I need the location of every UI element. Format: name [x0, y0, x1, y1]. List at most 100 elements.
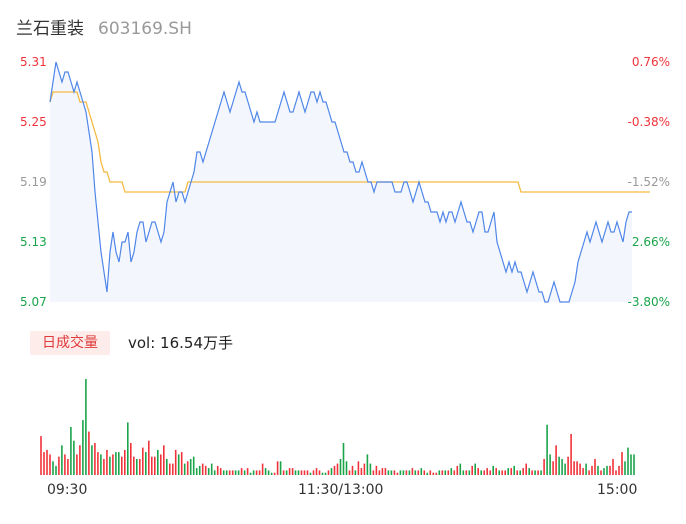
volume-bar [73, 440, 75, 475]
volume-bar [405, 470, 408, 475]
volume-bar [531, 470, 533, 475]
volume-bar [438, 470, 441, 475]
y-right-tick: 0.76% [631, 55, 670, 69]
volume-bar [100, 454, 102, 475]
volume-bar [106, 449, 108, 475]
volume-bar [246, 468, 249, 475]
volume-bar [504, 470, 506, 475]
volume-bar [555, 445, 557, 475]
x-tick-open: 09:30 [47, 482, 88, 498]
volume-bar [228, 470, 231, 475]
volume-bar [109, 456, 111, 475]
volume-bar [507, 468, 509, 475]
stock-code: 603169.SH [98, 19, 192, 39]
volume-bar [145, 452, 147, 475]
volume-bar [594, 459, 596, 475]
volume-bar [351, 465, 354, 475]
volume-bar [270, 472, 273, 475]
volume-bar [585, 463, 587, 475]
volume-bar [258, 470, 261, 475]
volume-badge[interactable]: 日成交量 [30, 331, 110, 355]
volume-bar [249, 472, 252, 475]
volume-bar [201, 463, 204, 475]
volume-bar [510, 468, 512, 475]
volume-bar [483, 470, 485, 475]
volume-bar [447, 470, 450, 475]
volume-bar [567, 456, 569, 475]
volume-bar [522, 468, 524, 475]
volume-bar [480, 470, 482, 475]
volume-bar [582, 468, 584, 475]
volume-bar [127, 422, 129, 475]
volume-bar [588, 470, 590, 475]
volume-bar [513, 465, 515, 475]
volume-bar [435, 472, 438, 475]
volume-bar [151, 456, 153, 475]
volume-bar [363, 463, 366, 475]
volume-bar [612, 459, 614, 475]
volume-bar [297, 470, 300, 475]
volume-bar [112, 454, 114, 475]
volume-bar [234, 470, 237, 475]
stock-name: 兰石重装 [16, 19, 84, 39]
volume-bar [339, 459, 342, 475]
volume-bar [543, 459, 545, 475]
volume-total: vol: 16.54万手 [128, 334, 233, 352]
y-right-tick: -3.80% [627, 295, 670, 309]
volume-bar [94, 443, 96, 475]
volume-bar [354, 470, 357, 475]
volume-bar [534, 470, 536, 475]
volume-bar [40, 436, 42, 475]
volume-bar [477, 468, 479, 475]
volume-bar [348, 470, 351, 475]
volume-bar [369, 463, 372, 475]
volume-bar [219, 468, 222, 475]
y-left-tick: 5.25 [20, 115, 47, 129]
volume-bar [492, 465, 494, 475]
volume-bar [537, 470, 539, 475]
volume-bar [459, 463, 462, 475]
volume-bar [189, 459, 192, 475]
volume-bar [163, 445, 165, 475]
volume-bar [52, 461, 54, 475]
volume-bar [315, 468, 318, 475]
volume-bar [103, 459, 105, 475]
volume-bar [603, 468, 605, 475]
volume-bar [216, 465, 219, 475]
volume-bar [393, 470, 396, 475]
stock-title: 兰石重装 603169.SH [16, 14, 192, 39]
volume-bar [121, 456, 123, 475]
x-tick-midday: 11:30/13:00 [298, 482, 384, 498]
volume-bar [288, 468, 291, 475]
volume-bar [627, 447, 629, 475]
volume-bar [414, 470, 417, 475]
volume-bar [91, 445, 93, 475]
y-right-tick: -0.38% [627, 115, 670, 129]
volume-bar [525, 463, 527, 475]
volume-bar [97, 452, 99, 475]
volume-bar [237, 470, 240, 475]
volume-bar [381, 468, 384, 475]
volume-bar [142, 447, 144, 475]
volume-bar [124, 449, 126, 475]
volume-bar [609, 465, 611, 475]
volume-bar [402, 470, 405, 475]
volume-bar [58, 456, 60, 475]
volume-bar [88, 431, 90, 475]
volume-bar [300, 470, 303, 475]
volume-bar [210, 463, 213, 475]
volume-bar [432, 472, 435, 475]
volume-bar [372, 470, 375, 475]
volume-bar [453, 470, 456, 475]
volume-bar [564, 463, 566, 475]
volume-bar [489, 470, 491, 475]
volume-bar [360, 468, 363, 475]
volume-bar [139, 459, 141, 475]
volume-bar [378, 470, 381, 475]
volume-bar [195, 468, 198, 475]
volume-bar [375, 465, 378, 475]
volume-bar [225, 470, 228, 475]
volume-bar [180, 452, 183, 475]
volume-bar [387, 470, 390, 475]
y-right-tick: -1.52% [627, 175, 670, 189]
